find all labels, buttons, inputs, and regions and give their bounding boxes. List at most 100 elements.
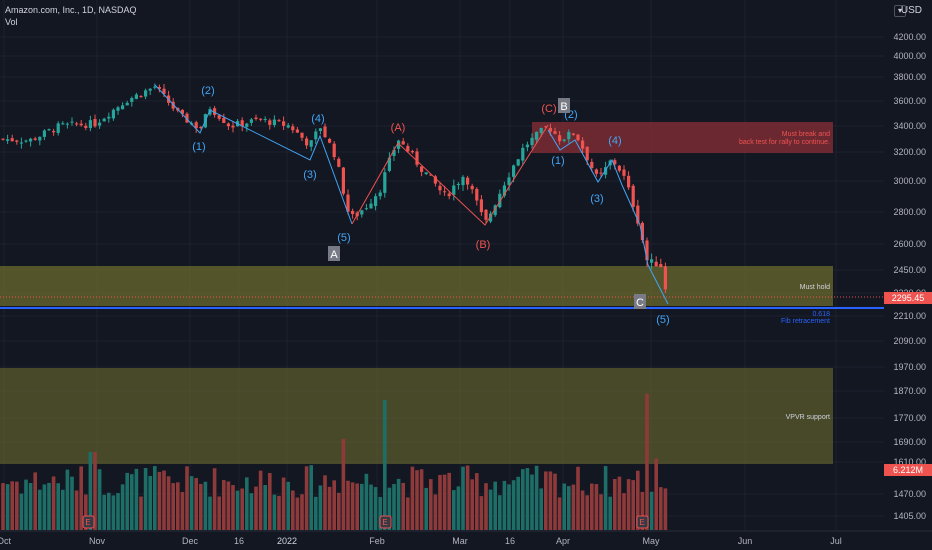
candle-body bbox=[567, 132, 571, 140]
candle bbox=[61, 121, 65, 125]
candle-body bbox=[631, 185, 635, 207]
currency-label[interactable]: USD bbox=[900, 5, 922, 16]
volume-bar bbox=[608, 496, 612, 530]
wave-label-blue: (2) bbox=[201, 85, 214, 97]
price-scale-label: 3600.00 bbox=[893, 96, 926, 106]
candle bbox=[475, 187, 479, 206]
volume-bar bbox=[401, 482, 405, 530]
candle-body bbox=[364, 208, 368, 210]
volume-bar bbox=[360, 483, 364, 530]
volume-bar bbox=[240, 488, 244, 530]
candle bbox=[553, 127, 557, 135]
symbol-title: Amazon.com, Inc., 1D, NASDAQ bbox=[5, 5, 137, 15]
volume-bar bbox=[553, 473, 557, 530]
volume-bar bbox=[42, 484, 47, 530]
candle-body bbox=[56, 123, 60, 133]
wave-label-red: (B) bbox=[476, 239, 491, 251]
volume-bar bbox=[332, 480, 336, 530]
candle-body bbox=[33, 138, 37, 140]
time-axis-label: Oct bbox=[0, 536, 11, 546]
volume-bar bbox=[120, 484, 125, 530]
candle-body bbox=[300, 132, 304, 138]
candle-body bbox=[479, 199, 483, 213]
candle bbox=[397, 139, 401, 154]
volume-bar bbox=[534, 465, 539, 530]
candle bbox=[231, 121, 235, 133]
volume-bar bbox=[5, 484, 10, 530]
candle-body bbox=[1, 138, 5, 140]
candle bbox=[277, 118, 281, 123]
volume-bar bbox=[28, 483, 33, 530]
volume-bar bbox=[93, 452, 97, 530]
candle-body bbox=[521, 147, 525, 161]
candle bbox=[650, 253, 654, 270]
candle-body bbox=[525, 144, 529, 148]
volume-bar bbox=[212, 468, 217, 530]
candle bbox=[424, 172, 428, 176]
candle-body bbox=[663, 266, 667, 290]
candle bbox=[420, 166, 424, 177]
candle-body bbox=[438, 185, 442, 191]
price-scale-label: 1470.00 bbox=[893, 489, 926, 499]
price-scale-label: 1770.00 bbox=[893, 413, 926, 423]
candle-body bbox=[420, 166, 424, 172]
candle bbox=[328, 137, 332, 144]
candle bbox=[70, 117, 74, 126]
currency-dropdown-icon[interactable]: ▾ bbox=[894, 5, 906, 17]
volume-bar bbox=[603, 466, 608, 530]
candle bbox=[180, 109, 184, 118]
candle-body bbox=[387, 157, 391, 171]
volume-bar bbox=[599, 494, 603, 530]
candle-body bbox=[539, 127, 543, 133]
candle-body bbox=[314, 131, 318, 140]
candle-body bbox=[498, 193, 502, 208]
candle bbox=[466, 175, 470, 190]
candle bbox=[599, 168, 603, 178]
wave-line-red bbox=[351, 124, 549, 226]
candle bbox=[535, 131, 539, 144]
candle-body bbox=[341, 167, 345, 194]
volume-bar bbox=[613, 478, 617, 530]
volume-bar bbox=[281, 477, 286, 530]
volume-bar bbox=[139, 496, 143, 530]
candle bbox=[530, 133, 534, 149]
candle bbox=[282, 116, 286, 131]
volume-bar bbox=[143, 468, 148, 530]
candle-body bbox=[654, 261, 658, 267]
wave-label-blue: (5) bbox=[656, 314, 669, 326]
volume-bar bbox=[585, 495, 589, 530]
volume-bar bbox=[645, 393, 649, 530]
volume-bar bbox=[235, 490, 240, 530]
volume-bar bbox=[488, 489, 493, 530]
candle bbox=[456, 182, 460, 190]
candle bbox=[125, 100, 129, 106]
candle bbox=[470, 183, 474, 194]
candle-body bbox=[291, 126, 295, 131]
candle bbox=[116, 105, 120, 115]
candle bbox=[318, 127, 322, 135]
volume-bar bbox=[580, 490, 585, 530]
volume-bar bbox=[530, 474, 534, 530]
volume-bar bbox=[304, 466, 309, 530]
volume-bar bbox=[245, 477, 249, 530]
wave-line-blue bbox=[154, 84, 353, 225]
volume-bar bbox=[166, 476, 171, 530]
wave-box bbox=[634, 294, 646, 309]
candle bbox=[663, 262, 667, 294]
volume-bar bbox=[111, 495, 116, 530]
candle-body bbox=[429, 174, 433, 176]
candle-body bbox=[424, 172, 428, 175]
volume-bar bbox=[465, 465, 470, 530]
must-hold-zone bbox=[0, 266, 833, 306]
candle-body bbox=[10, 138, 14, 142]
candle-body bbox=[134, 94, 138, 99]
candle bbox=[364, 203, 368, 211]
volume-bar bbox=[410, 466, 415, 530]
volume-bar bbox=[19, 493, 24, 530]
candle-body bbox=[121, 105, 125, 110]
volume-bar bbox=[208, 496, 212, 530]
candle-body bbox=[576, 134, 580, 141]
earnings-marker-letter: E bbox=[382, 518, 387, 527]
volume-bar bbox=[88, 452, 93, 530]
